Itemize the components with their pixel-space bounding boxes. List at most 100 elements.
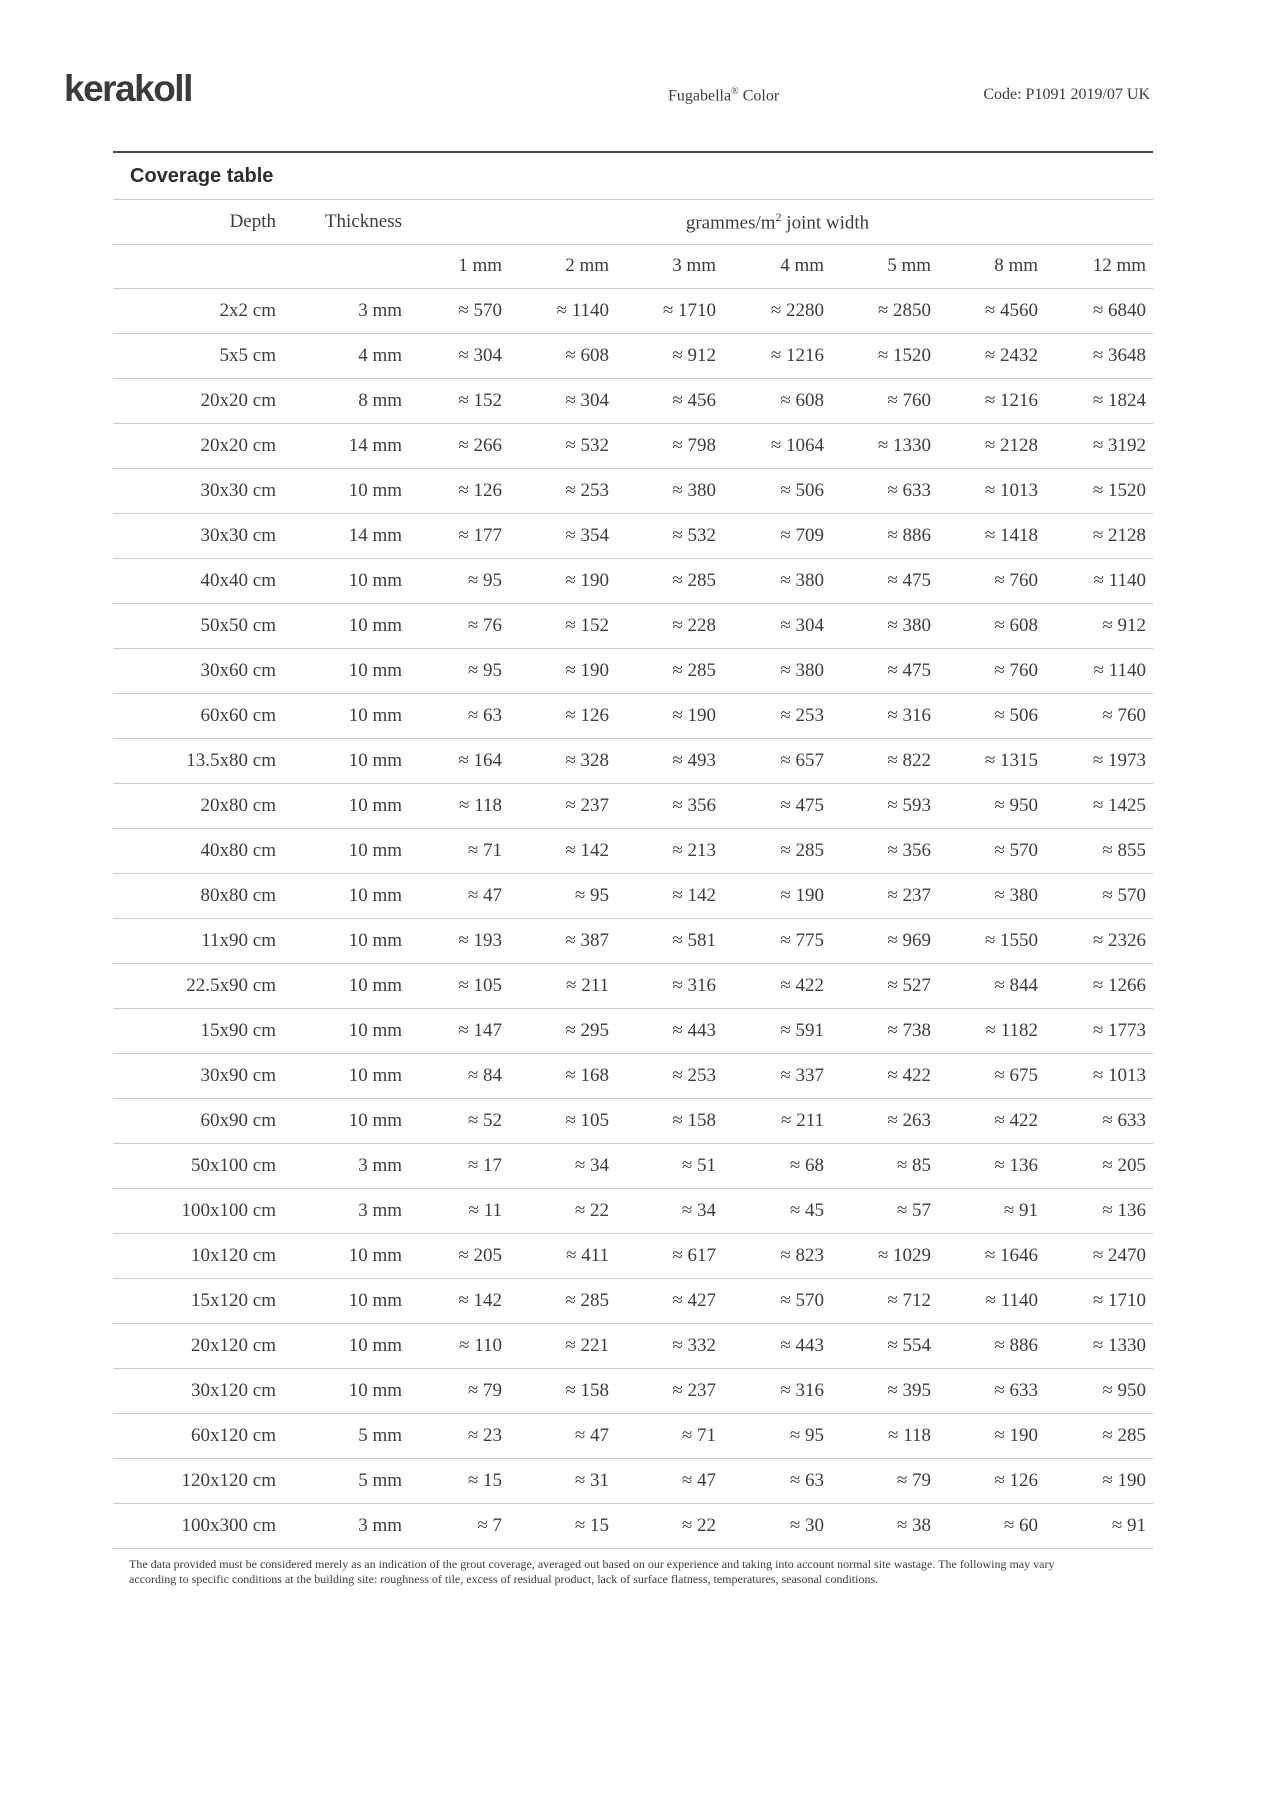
coverage-value-cell: ≈ 844 xyxy=(994,974,1038,996)
thickness-cell: 14 mm xyxy=(348,434,402,456)
coverage-value-cell: ≈ 3192 xyxy=(1092,434,1147,456)
coverage-value-cell: ≈ 30 xyxy=(789,1514,824,1536)
coverage-value-cell: ≈ 47 xyxy=(574,1424,609,1446)
coverage-value-cell: ≈ 1710 xyxy=(662,299,716,321)
coverage-value-cell: ≈ 1216 xyxy=(770,344,824,366)
depth-cell: 30x30 cm xyxy=(200,479,276,501)
coverage-value-cell: ≈ 17 xyxy=(467,1154,502,1176)
coverage-value-cell: ≈ 211 xyxy=(566,974,609,996)
page-header: kerakoll Fugabella® Color Code: P1091 20… xyxy=(0,0,1273,151)
coverage-value-cell: ≈ 95 xyxy=(467,569,502,591)
coverage-value-cell: ≈ 34 xyxy=(574,1154,609,1176)
coverage-value-cell: ≈ 253 xyxy=(672,1064,716,1086)
thickness-cell: 10 mm xyxy=(348,1334,402,1356)
coverage-value-cell: ≈ 2128 xyxy=(1092,524,1147,546)
coverage-section: Coverage table Depth Thickness grammes/m… xyxy=(113,151,1154,1588)
coverage-value-cell: ≈ 950 xyxy=(994,794,1038,816)
depth-cell: 11x90 cm xyxy=(201,929,276,951)
table-row: 50x100 cm 3 mm ≈ 17 ≈ 34 ≈ 51 ≈ 68 ≈ 85 ≈ 136 ≈ … xyxy=(113,1143,1154,1188)
joint-width-header-cell: 5 mm xyxy=(887,255,931,276)
coverage-value-cell: ≈ 57 xyxy=(896,1199,931,1221)
coverage-value-cell: ≈ 775 xyxy=(780,929,824,951)
coverage-value-cell: ≈ 380 xyxy=(994,884,1038,906)
coverage-value-cell: ≈ 1550 xyxy=(984,929,1038,951)
coverage-value-cell: ≈ 152 xyxy=(458,389,502,411)
coverage-value-cell: ≈ 31 xyxy=(574,1469,609,1491)
depth-cell: 100x300 cm xyxy=(181,1514,276,1536)
footnote-line-2: according to specific conditions at the … xyxy=(129,1572,879,1586)
table-row: 60x60 cm 10 mm ≈ 63 ≈ 126 ≈ 190 ≈ 253 ≈ 316 ≈ 5… xyxy=(113,693,1154,738)
coverage-value-cell: ≈ 570 xyxy=(458,299,502,321)
coverage-value-cell: ≈ 443 xyxy=(780,1334,824,1356)
coverage-value-cell: ≈ 657 xyxy=(780,749,824,771)
coverage-value-cell: ≈ 2850 xyxy=(877,299,931,321)
depth-cell: 50x100 cm xyxy=(191,1154,276,1176)
coverage-value-cell: ≈ 11 xyxy=(468,1199,502,1221)
depth-cell: 15x90 cm xyxy=(200,1019,276,1041)
coverage-value-cell: ≈ 1182 xyxy=(985,1019,1038,1041)
coverage-value-cell: ≈ 1140 xyxy=(556,299,609,321)
coverage-value-cell: ≈ 316 xyxy=(780,1379,824,1401)
coverage-value-cell: ≈ 760 xyxy=(994,569,1038,591)
coverage-value-cell: ≈ 570 xyxy=(780,1289,824,1311)
coverage-value-cell: ≈ 85 xyxy=(896,1154,931,1176)
coverage-value-cell: ≈ 79 xyxy=(896,1469,931,1491)
thickness-cell: 5 mm xyxy=(358,1469,402,1491)
coverage-value-cell: ≈ 142 xyxy=(565,839,609,861)
coverage-value-cell: ≈ 1520 xyxy=(877,344,931,366)
depth-cell: 2x2 cm xyxy=(219,299,276,321)
coverage-value-cell: ≈ 266 xyxy=(458,434,502,456)
coverage-value-cell: ≈ 221 xyxy=(565,1334,609,1356)
coverage-value-cell: ≈ 380 xyxy=(672,479,716,501)
joint-width-header-cell: 8 mm xyxy=(994,255,1038,276)
coverage-table-body: 2x2 cm 3 mm ≈ 570 ≈ 1140 ≈ 1710 ≈ 2280 ≈ 2850 ≈… xyxy=(113,288,1154,1548)
coverage-value-cell: ≈ 608 xyxy=(780,389,824,411)
coverage-value-cell: ≈ 253 xyxy=(565,479,609,501)
coverage-value-cell: ≈ 2326 xyxy=(1092,929,1147,951)
joint-width-group-header: grammes/m2 joint width xyxy=(402,200,1153,244)
table-row: 13.5x80 cm 10 mm ≈ 164 ≈ 328 ≈ 493 ≈ 657 ≈ 822… xyxy=(113,738,1154,783)
thickness-cell: 8 mm xyxy=(358,389,402,411)
coverage-value-cell: ≈ 177 xyxy=(458,524,502,546)
coverage-value-cell: ≈ 328 xyxy=(565,749,609,771)
thickness-cell: 4 mm xyxy=(358,344,402,366)
coverage-value-cell: ≈ 95 xyxy=(574,884,609,906)
coverage-value-cell: ≈ 205 xyxy=(1102,1154,1147,1176)
coverage-value-cell: ≈ 213 xyxy=(672,839,716,861)
coverage-value-cell: ≈ 554 xyxy=(887,1334,931,1356)
coverage-value-cell: ≈ 285 xyxy=(672,569,716,591)
depth-cell: 50x50 cm xyxy=(200,614,276,636)
thickness-cell: 3 mm xyxy=(358,1154,402,1176)
document-code: Code: P1091 2019/07 UK xyxy=(983,86,1150,103)
coverage-value-cell: ≈ 1064 xyxy=(770,434,824,456)
thickness-cell: 10 mm xyxy=(348,1289,402,1311)
empty-header-cell xyxy=(276,244,402,288)
coverage-value-cell: ≈ 760 xyxy=(994,659,1038,681)
coverage-value-cell: ≈ 237 xyxy=(887,884,931,906)
coverage-value-cell: ≈ 760 xyxy=(887,389,931,411)
coverage-value-cell: ≈ 475 xyxy=(780,794,824,816)
coverage-value-cell: ≈ 190 xyxy=(1102,1469,1147,1491)
coverage-value-cell: ≈ 285 xyxy=(780,839,824,861)
coverage-value-cell: ≈ 422 xyxy=(887,1064,931,1086)
coverage-value-cell: ≈ 193 xyxy=(458,929,502,951)
section-title: Coverage table xyxy=(113,153,1153,200)
coverage-value-cell: ≈ 1646 xyxy=(984,1244,1038,1266)
empty-header-cell xyxy=(113,244,276,288)
coverage-value-cell: ≈ 581 xyxy=(672,929,716,951)
coverage-value-cell: ≈ 23 xyxy=(467,1424,502,1446)
coverage-value-cell: ≈ 45 xyxy=(789,1199,824,1221)
coverage-value-cell: ≈ 76 xyxy=(467,614,502,636)
coverage-value-cell: ≈ 1520 xyxy=(1092,479,1147,501)
table-row: 20x20 cm 8 mm ≈ 152 ≈ 304 ≈ 456 ≈ 608 ≈ 760 ≈ 1… xyxy=(113,378,1154,423)
coverage-value-cell: ≈ 422 xyxy=(780,974,824,996)
coverage-value-cell: ≈ 190 xyxy=(672,704,716,726)
coverage-value-cell: ≈ 105 xyxy=(565,1109,609,1131)
coverage-value-cell: ≈ 68 xyxy=(789,1154,824,1176)
registered-trademark-symbol: ® xyxy=(731,86,739,97)
coverage-value-cell: ≈ 126 xyxy=(565,704,609,726)
coverage-value-cell: ≈ 380 xyxy=(780,659,824,681)
coverage-value-cell: ≈ 63 xyxy=(467,704,502,726)
coverage-value-cell: ≈ 105 xyxy=(458,974,502,996)
table-row: 22.5x90 cm 10 mm ≈ 105 ≈ 211 ≈ 316 ≈ 422 ≈ 527… xyxy=(113,963,1154,1008)
